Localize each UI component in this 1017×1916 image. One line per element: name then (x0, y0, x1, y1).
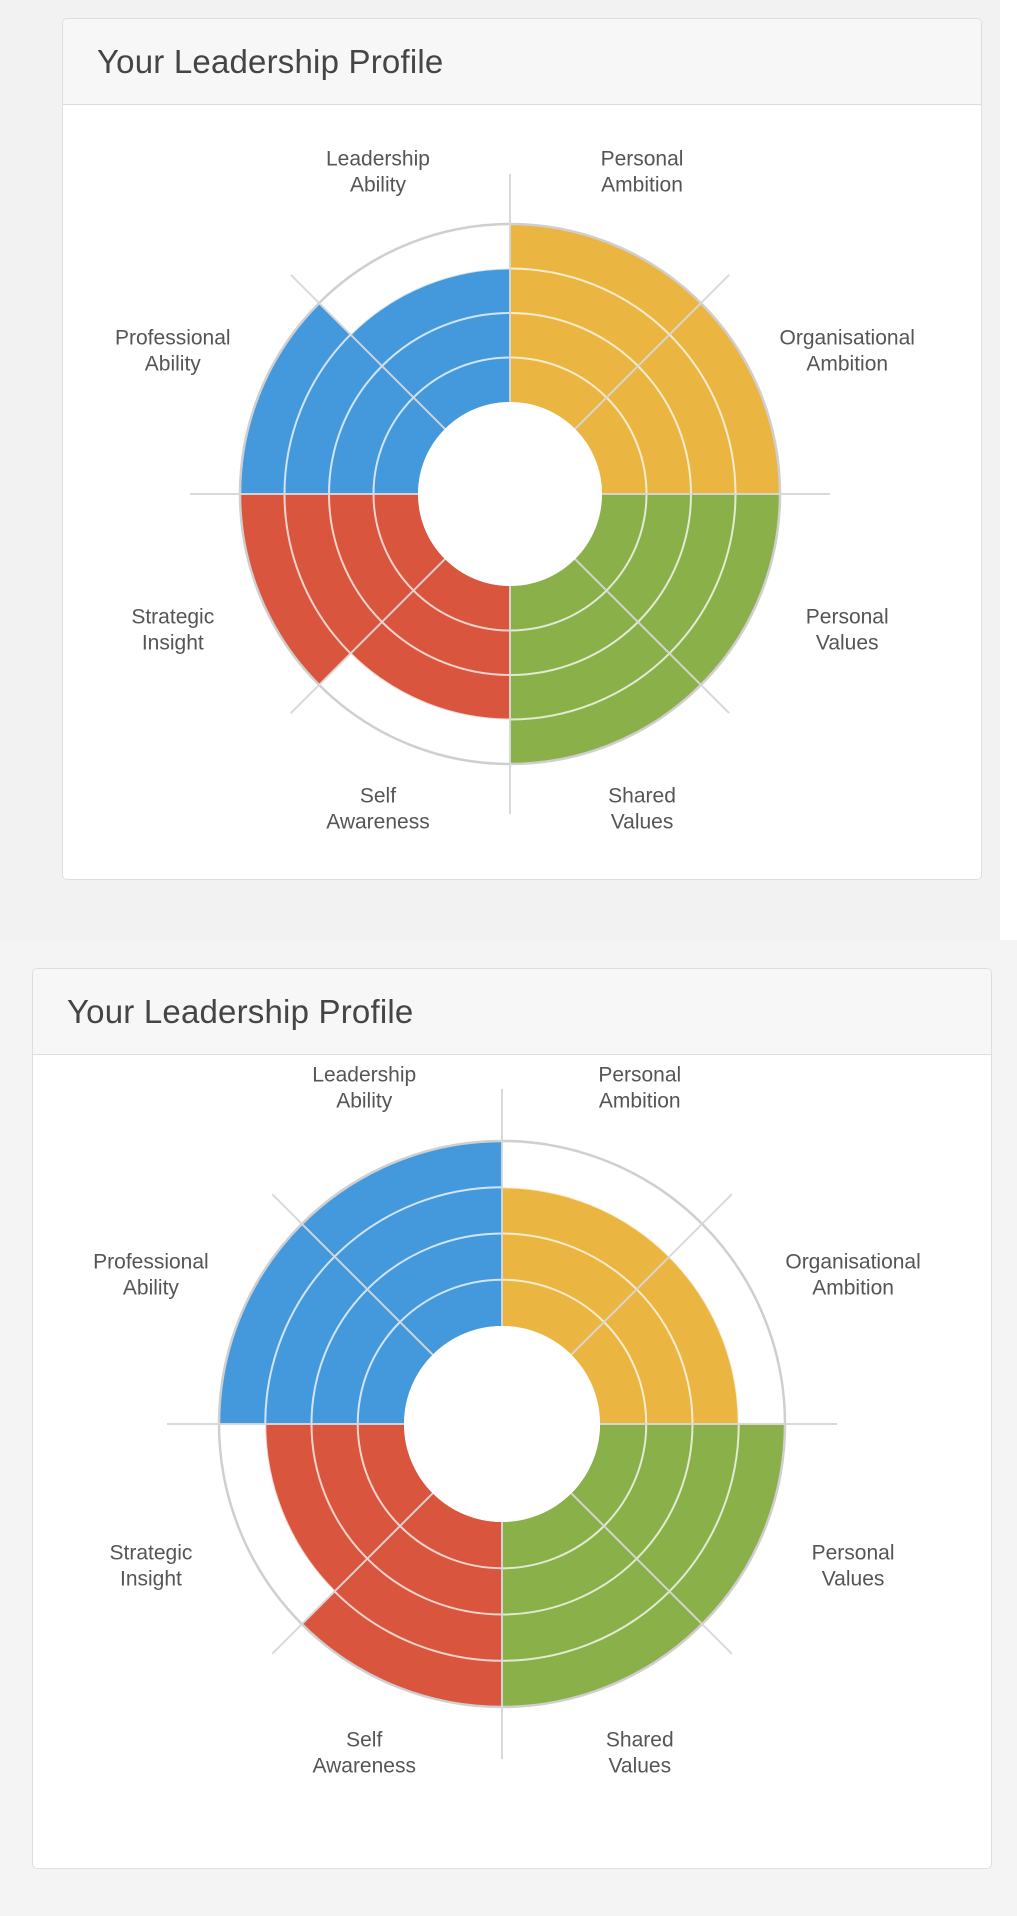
background-edge (1000, 0, 1017, 940)
card-title: Your Leadership Profile (97, 43, 444, 80)
card-header: Your Leadership Profile (63, 19, 981, 105)
axis-line-3 (574, 558, 730, 714)
center-hole (404, 1326, 600, 1522)
leadership-profile-card-2: Your Leadership Profile Personal Ambition… (32, 968, 992, 1869)
segment-label-shared-values: Shared Values (606, 1729, 674, 1778)
card-title: Your Leadership Profile (67, 993, 414, 1030)
segment-label-professional-ability: Professional Ability (115, 326, 231, 375)
segment-strategic-insight (240, 494, 445, 685)
segment-personal-ambition (502, 1187, 670, 1355)
segment-label-strategic-insight: Strategic Insight (131, 606, 214, 655)
segment-personal-values (575, 494, 780, 685)
segment-label-leadership-ability: Leadership Ability (326, 147, 430, 196)
segment-label-personal-values: Personal Values (812, 1541, 895, 1590)
segment-label-organisational-ambition: Organisational Ambition (785, 1251, 920, 1300)
segment-organisational-ambition (571, 1256, 739, 1424)
segment-organisational-ambition (575, 303, 780, 494)
segment-professional-ability (219, 1223, 433, 1424)
segment-label-personal-values: Personal Values (806, 606, 889, 655)
segment-self-awareness (301, 1493, 502, 1707)
segment-label-personal-ambition: Personal Ambition (598, 1063, 681, 1112)
segment-label-personal-ambition: Personal Ambition (601, 147, 684, 196)
segment-label-shared-values: Shared Values (608, 785, 676, 834)
segment-personal-ambition (510, 224, 701, 429)
axis-line-1 (570, 1193, 733, 1356)
leadership-profile-card-1: Your Leadership Profile Personal Ambition… (62, 18, 982, 880)
axis-line-3 (570, 1492, 733, 1655)
segment-label-self-awareness: Self Awareness (326, 785, 430, 834)
axis-line-5 (271, 1492, 434, 1655)
card-header: Your Leadership Profile (33, 969, 991, 1055)
segment-strategic-insight (265, 1424, 433, 1592)
segment-label-organisational-ambition: Organisational Ambition (780, 326, 915, 375)
segment-label-professional-ability: Professional Ability (93, 1251, 209, 1300)
center-hole (418, 402, 602, 586)
segment-leadership-ability (301, 1141, 502, 1355)
leadership-wheel-chart: Personal Ambition Organisational Ambition Pe… (115, 147, 915, 834)
axis-line-5 (290, 558, 446, 714)
axis-line-1 (574, 274, 730, 430)
leadership-wheel-chart: Personal Ambition Organisational Ambition Pe… (93, 1063, 921, 1778)
segment-label-strategic-insight: Strategic Insight (109, 1541, 192, 1590)
axis-line-7 (290, 274, 446, 430)
segment-professional-ability (240, 303, 445, 494)
segment-label-leadership-ability: Leadership Ability (312, 1063, 416, 1112)
segment-shared-values (502, 1493, 703, 1707)
segment-label-self-awareness: Self Awareness (312, 1729, 416, 1778)
segment-self-awareness (350, 559, 510, 720)
axis-line-7 (271, 1193, 434, 1356)
segment-leadership-ability (350, 268, 510, 429)
segment-shared-values (510, 559, 701, 764)
segment-personal-values (571, 1424, 785, 1625)
